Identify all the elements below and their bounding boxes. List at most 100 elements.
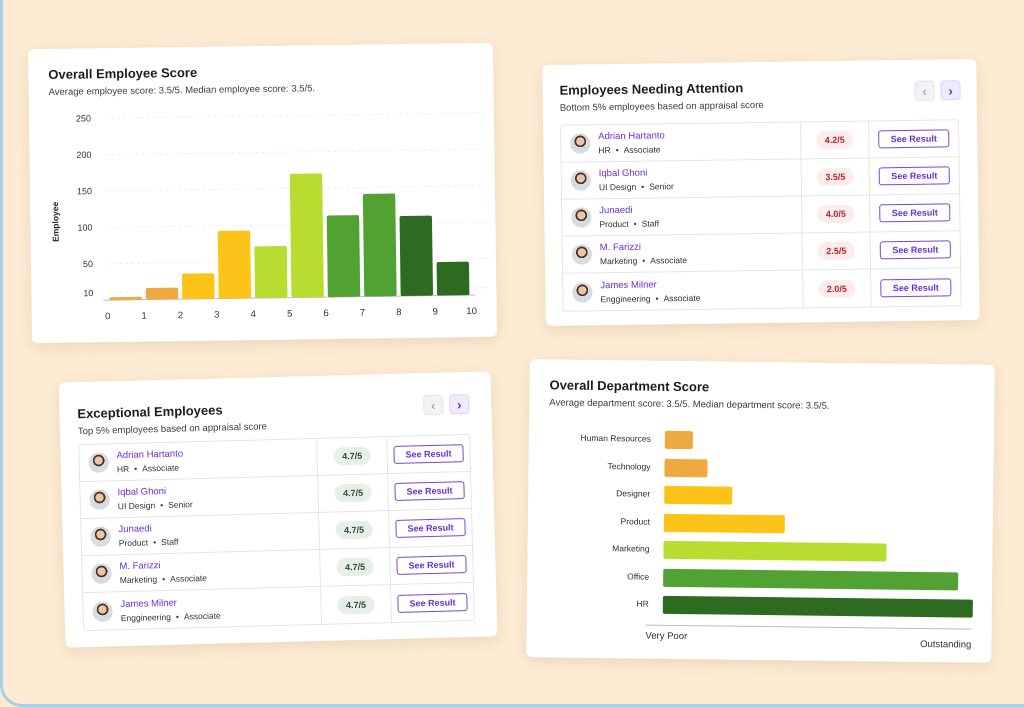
employee-department: Marketing [119, 574, 158, 586]
employee-name[interactable]: M. Farizzi [599, 241, 642, 254]
employee-role: Associate [169, 572, 208, 584]
chevron-right-icon: › [948, 82, 953, 98]
table-row: Iqbal Ghoni UI Design • Senior 3.5/5 See Re… [561, 157, 960, 200]
attention-table: Adrian Hartanto HR • Associate 4.2/5 See Re… [560, 119, 962, 312]
employee-name[interactable]: Adrian Hartanto [598, 130, 665, 143]
next-page-button[interactable]: › [449, 393, 470, 415]
x-tick-label: 9 [433, 307, 438, 318]
avatar [89, 489, 110, 510]
chevron-left-icon: ‹ [922, 83, 927, 99]
attention-subtitle: Bottom 5% employees based on appraisal s… [559, 99, 764, 114]
exceptional-table: Adrian Hartanto HR • Associate 4.7/5 See Re… [78, 433, 475, 632]
x-tick-label: 4 [251, 309, 256, 320]
chevron-left-icon: ‹ [430, 397, 436, 413]
department-row: Designer [528, 484, 993, 508]
histogram-bar [181, 273, 215, 300]
department-label: HR [636, 598, 649, 609]
employee-role: Associate [623, 144, 661, 155]
employee-role: Associate [650, 255, 688, 266]
employee-role: Staff [641, 218, 660, 229]
y-tick-label: 150 [77, 186, 92, 196]
x-tick-label: 7 [360, 308, 365, 319]
y-tick-label: 50 [83, 259, 93, 269]
score-badge: 4.7/5 [337, 595, 375, 614]
see-result-button[interactable]: See Result [393, 444, 464, 464]
avatar [571, 244, 592, 265]
histogram-bar [217, 230, 252, 299]
employee-department: HR [116, 463, 130, 475]
department-row: Human Resources [529, 429, 994, 453]
employee-name[interactable]: Iqbal Ghoni [598, 167, 648, 180]
next-page-button[interactable]: › [940, 80, 961, 101]
histogram-bar [436, 261, 470, 296]
see-result-button[interactable]: See Result [397, 592, 468, 613]
see-result-button[interactable]: See Result [880, 240, 951, 260]
employee-name[interactable]: M. Farizzi [119, 560, 161, 573]
see-result-button[interactable]: See Result [880, 277, 951, 297]
avatar [92, 600, 113, 622]
y-tick-label: 100 [77, 223, 92, 233]
x-tick-label: 2 [178, 310, 183, 321]
score-badge: 4.7/5 [336, 557, 374, 577]
prev-page-button[interactable]: ‹ [914, 80, 935, 101]
prev-page-button[interactable]: ‹ [423, 394, 444, 416]
employee-role: Staff [160, 536, 179, 548]
see-result-button[interactable]: See Result [395, 518, 466, 538]
department-score-title: Overall Department Score [549, 377, 710, 395]
department-bar [664, 458, 709, 477]
department-score-chart: Human Resources Technology Designer Product… [529, 429, 994, 618]
histogram-bar [109, 296, 142, 301]
see-result-button[interactable]: See Result [878, 129, 949, 149]
employee-role: Senior [168, 499, 193, 510]
score-badge: 4.7/5 [334, 483, 372, 503]
x-tick-label: 0 [105, 311, 110, 322]
exceptional-card: Exceptional Employees Top 5% employees b… [58, 371, 498, 648]
department-bar [664, 430, 693, 450]
employee-score-chart: 10 50 100 150 200 250 0 1 2 3 4 5 6 7 8 9 10 Employee [50, 112, 492, 322]
employee-department: HR [598, 145, 611, 156]
histogram-bar [362, 193, 397, 297]
histogram-bar [254, 246, 288, 299]
department-bar [662, 595, 973, 618]
employee-name[interactable]: Junaedi [599, 204, 633, 217]
y-tick-label: 200 [76, 150, 91, 160]
histogram-bar [289, 173, 324, 298]
employee-department: Enggineering [600, 293, 651, 304]
department-bar [664, 485, 733, 505]
score-badge: 4.7/5 [333, 446, 371, 466]
department-bar [663, 513, 785, 533]
department-label: Product [620, 515, 650, 527]
table-row: M. Farizzi Marketing • Associate 2.5/5 See … [562, 231, 961, 274]
employee-name[interactable]: Junaedi [118, 523, 152, 536]
department-row: HR [527, 594, 992, 618]
x-tick-label: 3 [214, 310, 219, 321]
department-label: Human Resources [580, 432, 651, 444]
employee-name[interactable]: James Milner [120, 597, 178, 610]
department-label: Office [627, 570, 650, 582]
department-axis-max-label: Outstanding [920, 638, 972, 651]
department-axis-min-label: Very Poor [645, 630, 688, 643]
see-result-button[interactable]: See Result [879, 203, 950, 223]
department-bar [663, 540, 887, 562]
employee-role: Associate [183, 610, 221, 621]
avatar [90, 526, 111, 547]
employee-department: Product [599, 218, 629, 230]
exceptional-pagination: ‹ › [423, 393, 470, 416]
attention-title: Employees Needing Attention [559, 80, 744, 98]
see-result-button[interactable]: See Result [396, 555, 467, 575]
employee-department: UI Design [117, 500, 156, 512]
see-result-button[interactable]: See Result [394, 481, 465, 501]
avatar [91, 563, 112, 584]
y-tick-label: 10 [83, 288, 93, 298]
employee-department: Product [118, 537, 149, 549]
score-badge: 4.0/5 [817, 204, 854, 224]
employee-name[interactable]: James Milner [600, 278, 657, 291]
see-result-button[interactable]: See Result [879, 166, 950, 186]
avatar [570, 133, 591, 154]
department-score-card: Overall Department Score Average departm… [526, 359, 995, 663]
avatar [570, 170, 591, 191]
employee-name[interactable]: Adrian Hartanto [116, 448, 184, 462]
employee-name[interactable]: Iqbal Ghoni [117, 485, 167, 499]
score-badge: 4.7/5 [335, 520, 373, 540]
score-badge: 4.2/5 [816, 130, 853, 150]
